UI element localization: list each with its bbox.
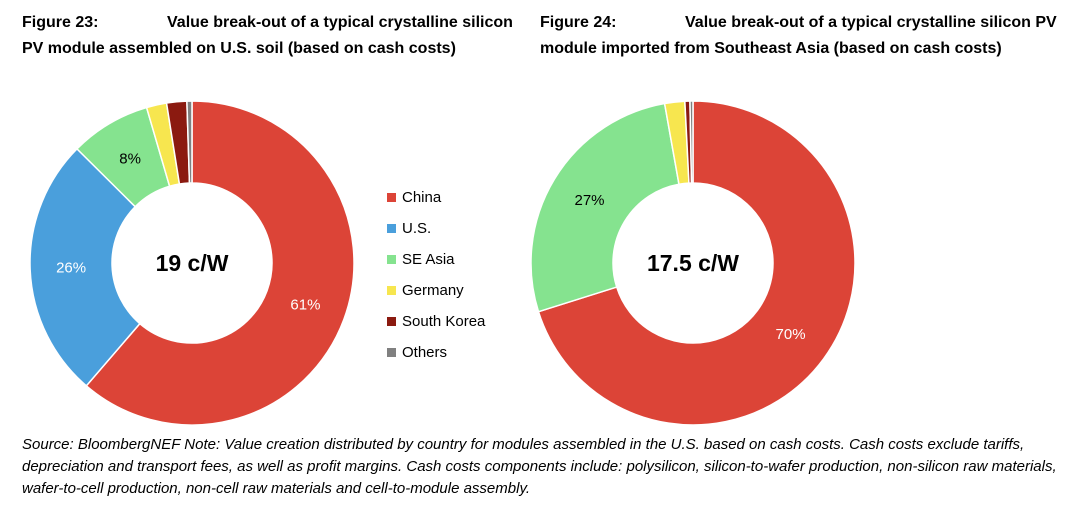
legend-swatch bbox=[387, 224, 396, 233]
legend-label: U.S. bbox=[402, 220, 432, 237]
data-label-u-s: 26% bbox=[56, 259, 86, 276]
data-label-china: 61% bbox=[290, 297, 320, 314]
figure-24-number: Figure 24: bbox=[540, 14, 617, 31]
legend-item-others: Others bbox=[387, 337, 485, 368]
data-label-china: 70% bbox=[776, 326, 806, 343]
data-label-se-asia: 8% bbox=[119, 151, 141, 168]
figure-24-title: Figure 24: Value break-out of a typical c… bbox=[540, 10, 1060, 62]
slice-china bbox=[85, 100, 355, 426]
legend-swatch bbox=[387, 286, 396, 295]
legend-label: Others bbox=[402, 344, 448, 361]
chart-legend: China U.S. SE Asia Germany South Korea Others bbox=[387, 182, 485, 368]
figure-23-title-text: Value break-out of a typical crystalline… bbox=[22, 14, 513, 57]
legend-label: South Korea bbox=[402, 313, 486, 330]
legend-item-south-korea: South Korea bbox=[387, 306, 485, 337]
source-note: Source: BloombergNEF Note: Value creatio… bbox=[22, 436, 1057, 497]
figure-23-number: Figure 23: bbox=[22, 14, 99, 31]
slice-china bbox=[537, 100, 856, 426]
legend-item-u-s: U.S. bbox=[387, 213, 485, 244]
legend-label: Germany bbox=[402, 282, 464, 299]
slice-others bbox=[689, 100, 694, 184]
figure-24-title-text: Value break-out of a typical crystalline… bbox=[540, 14, 1057, 57]
legend-item-china: China bbox=[387, 182, 485, 213]
legend-item-se-asia: SE Asia bbox=[387, 244, 485, 275]
center-label: 19 c/W bbox=[156, 250, 229, 276]
donut-chart-figure-23: 61% 26% 8% 19 c/W bbox=[29, 100, 355, 426]
legend-swatch bbox=[387, 255, 396, 264]
slice-others bbox=[186, 100, 193, 184]
legend-label: SE Asia bbox=[402, 251, 455, 268]
data-label-se-asia: 27% bbox=[574, 192, 604, 209]
slice-se-asia bbox=[530, 102, 680, 313]
slice-u-s bbox=[29, 147, 141, 387]
legend-label: China bbox=[402, 189, 442, 206]
legend-swatch bbox=[387, 317, 396, 326]
legend-item-germany: Germany bbox=[387, 275, 485, 306]
legend-swatch bbox=[387, 348, 396, 357]
figure-23-title: Figure 23: Value break-out of a typical c… bbox=[22, 10, 522, 62]
center-label: 17.5 c/W bbox=[647, 250, 739, 276]
legend-swatch bbox=[387, 193, 396, 202]
donut-chart-figure-24: 70% 27% 17.5 c/W bbox=[530, 100, 856, 426]
